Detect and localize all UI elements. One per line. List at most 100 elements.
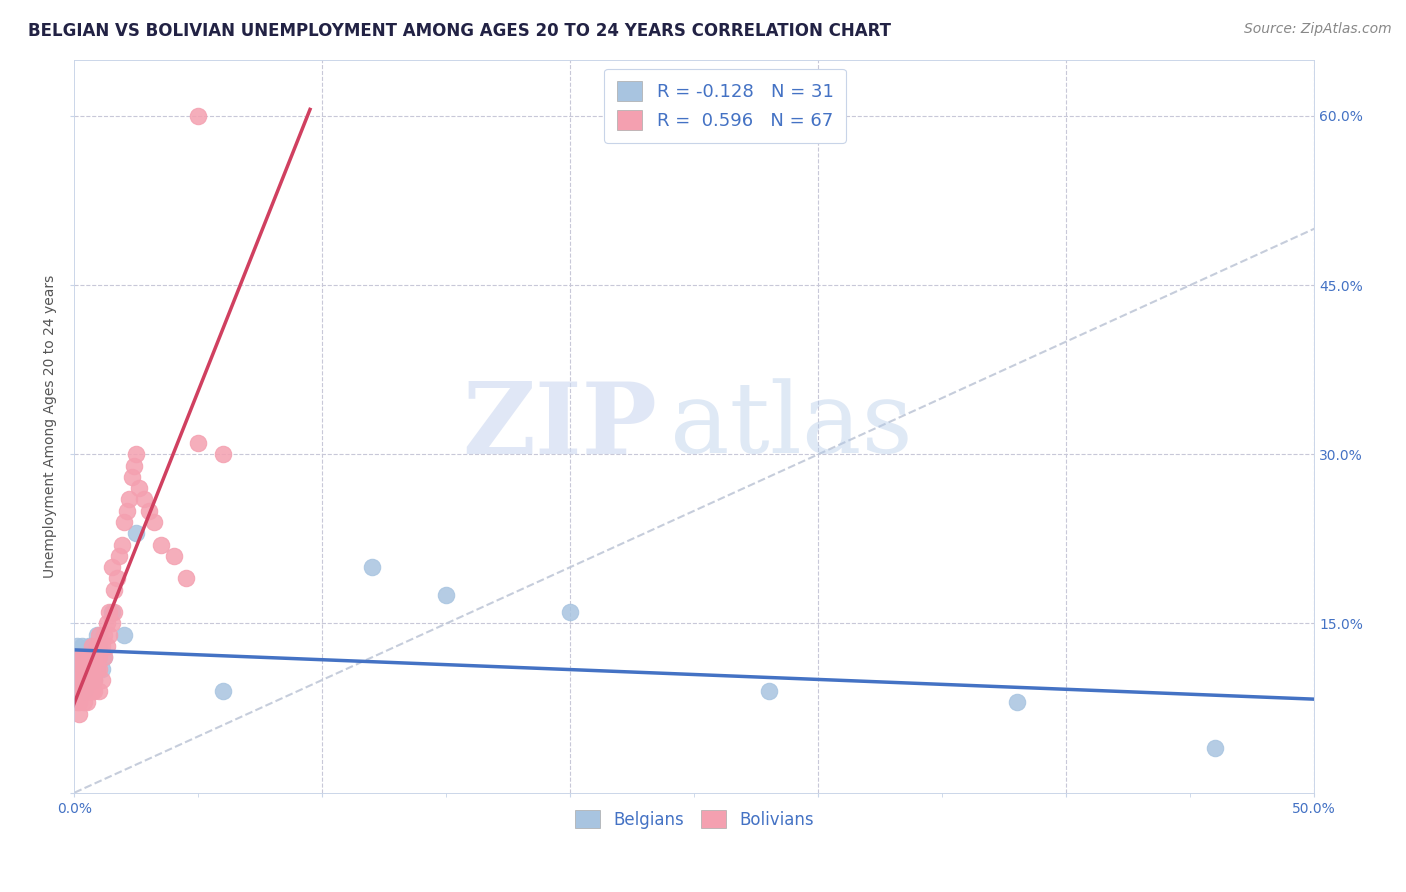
Point <box>69 673 91 687</box>
Point <box>212 447 235 461</box>
Point <box>93 628 115 642</box>
Point <box>212 684 235 698</box>
Point <box>73 673 96 687</box>
Point <box>66 673 89 687</box>
Point <box>66 695 89 709</box>
Point <box>174 571 197 585</box>
Point <box>90 662 112 676</box>
Point <box>93 650 115 665</box>
Point <box>66 684 89 698</box>
Point <box>89 639 111 653</box>
Point <box>80 639 103 653</box>
Point <box>70 650 93 665</box>
Point <box>163 549 186 563</box>
Point <box>73 695 96 709</box>
Point <box>1204 740 1226 755</box>
Point <box>66 662 89 676</box>
Point <box>103 582 125 597</box>
Legend: Belgians, Bolivians: Belgians, Bolivians <box>568 804 820 836</box>
Point <box>1005 695 1028 709</box>
Point <box>69 650 91 665</box>
Point <box>89 650 111 665</box>
Point <box>115 504 138 518</box>
Point <box>83 650 105 665</box>
Point <box>121 470 143 484</box>
Point <box>125 447 148 461</box>
Text: BELGIAN VS BOLIVIAN UNEMPLOYMENT AMONG AGES 20 TO 24 YEARS CORRELATION CHART: BELGIAN VS BOLIVIAN UNEMPLOYMENT AMONG A… <box>28 22 891 40</box>
Point <box>138 504 160 518</box>
Point <box>96 639 118 653</box>
Point <box>187 436 209 450</box>
Point <box>83 650 105 665</box>
Point <box>76 662 98 676</box>
Point <box>66 639 89 653</box>
Point <box>83 673 105 687</box>
Point <box>69 650 91 665</box>
Point <box>73 662 96 676</box>
Point <box>66 673 89 687</box>
Point <box>86 628 108 642</box>
Point <box>96 616 118 631</box>
Point <box>112 628 135 642</box>
Point <box>758 684 780 698</box>
Point <box>83 673 105 687</box>
Point <box>108 549 131 563</box>
Point <box>69 662 91 676</box>
Point <box>150 537 173 551</box>
Point <box>76 673 98 687</box>
Point <box>80 662 103 676</box>
Point <box>98 605 121 619</box>
Point <box>86 662 108 676</box>
Point <box>103 605 125 619</box>
Point <box>89 628 111 642</box>
Point <box>98 628 121 642</box>
Point <box>79 684 101 698</box>
Point <box>80 662 103 676</box>
Point <box>361 560 384 574</box>
Point <box>80 673 103 687</box>
Point <box>70 673 93 687</box>
Point <box>125 526 148 541</box>
Point <box>90 639 112 653</box>
Point <box>79 639 101 653</box>
Point <box>76 684 98 698</box>
Point <box>100 560 122 574</box>
Point <box>93 650 115 665</box>
Point <box>73 684 96 698</box>
Point <box>110 537 132 551</box>
Point <box>105 571 128 585</box>
Point <box>80 673 103 687</box>
Point <box>70 684 93 698</box>
Point <box>434 588 457 602</box>
Point <box>73 684 96 698</box>
Point <box>80 684 103 698</box>
Point <box>100 616 122 631</box>
Point <box>76 673 98 687</box>
Point <box>560 605 582 619</box>
Point <box>76 695 98 709</box>
Point <box>83 684 105 698</box>
Point <box>112 515 135 529</box>
Text: ZIP: ZIP <box>463 377 657 475</box>
Point <box>89 662 111 676</box>
Point <box>100 605 122 619</box>
Point <box>70 650 93 665</box>
Point <box>128 481 150 495</box>
Point <box>118 492 141 507</box>
Point <box>76 650 98 665</box>
Point <box>69 684 91 698</box>
Point <box>90 673 112 687</box>
Point <box>73 662 96 676</box>
Point <box>132 492 155 507</box>
Point <box>79 650 101 665</box>
Point <box>70 639 93 653</box>
Point <box>70 673 93 687</box>
Point <box>142 515 165 529</box>
Text: Source: ZipAtlas.com: Source: ZipAtlas.com <box>1244 22 1392 37</box>
Text: atlas: atlas <box>669 378 912 474</box>
Point <box>69 695 91 709</box>
Point <box>86 639 108 653</box>
Point <box>89 684 111 698</box>
Point <box>70 662 93 676</box>
Point <box>187 109 209 123</box>
